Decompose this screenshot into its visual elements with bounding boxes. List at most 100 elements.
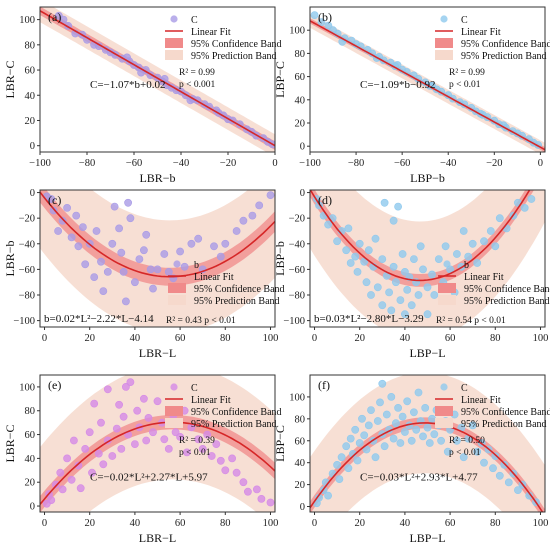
data-point <box>367 291 375 299</box>
plot-area <box>310 190 545 327</box>
data-point <box>434 255 443 263</box>
x-tick-label: −40 <box>173 158 189 169</box>
data-point <box>520 203 529 212</box>
data-point <box>176 247 184 256</box>
x-tick-label: −40 <box>440 158 456 169</box>
data-point <box>430 430 439 439</box>
data-point <box>117 248 126 257</box>
data-point <box>317 18 326 26</box>
y-tick-label: 0 <box>30 141 35 152</box>
stats-label: R² = 0.43 p < 0.01 <box>166 316 236 326</box>
r-squared-label: R² = 0.99 <box>449 68 485 78</box>
data-point <box>160 250 169 258</box>
data-point <box>394 403 402 412</box>
data-point <box>364 246 373 255</box>
data-point <box>495 214 504 223</box>
data-point <box>90 273 99 281</box>
y-tick-label: 80 <box>295 49 306 60</box>
y-tick-label: 80 <box>25 40 36 51</box>
y-tick-label: 0 <box>300 142 305 153</box>
panel-label: (b) <box>318 10 332 24</box>
y-tick-label: 40 <box>295 458 306 469</box>
p-value-label: p < 0.01 <box>179 448 211 458</box>
legend-series-label: C <box>461 15 468 26</box>
data-point <box>110 202 119 211</box>
legend-series-label: C <box>461 383 468 394</box>
fit-equation: b=0.02*L²−2.22*L−4.14 <box>44 313 154 325</box>
data-point <box>389 262 398 271</box>
legend-prediction-swatch <box>165 50 183 60</box>
data-point <box>500 460 509 469</box>
data-point <box>398 412 407 421</box>
r-squared-label: R² = 0.50 <box>449 436 485 446</box>
data-point <box>382 410 391 419</box>
data-point <box>207 452 216 460</box>
data-point <box>153 265 162 274</box>
x-tick-label: 60 <box>445 333 456 344</box>
data-point <box>378 255 387 263</box>
data-point <box>63 454 71 463</box>
data-point <box>257 494 266 503</box>
y-tick-label: 100 <box>289 26 305 37</box>
data-point <box>47 195 56 203</box>
legend-fit-label: Linear Fit <box>461 27 501 38</box>
y-tick-label: −40 <box>19 239 35 250</box>
y-tick-label: 20 <box>295 119 306 130</box>
data-point <box>99 287 108 295</box>
data-point <box>133 406 142 415</box>
data-point <box>355 239 364 248</box>
plot-area <box>310 375 545 512</box>
x-tick-label: 0 <box>42 333 47 344</box>
legend-prediction-swatch <box>435 50 453 60</box>
data-point <box>425 439 434 447</box>
data-point <box>407 436 416 445</box>
data-point <box>51 480 60 489</box>
x-axis-label: LBR−L <box>139 346 176 360</box>
r-squared-label: R² = 0.39 <box>179 436 215 446</box>
data-point <box>198 444 207 453</box>
data-point <box>378 301 387 310</box>
data-point <box>108 239 117 248</box>
data-point <box>85 428 94 437</box>
data-point <box>373 417 382 425</box>
data-point <box>480 458 488 467</box>
data-point <box>337 453 346 462</box>
data-point <box>441 242 450 251</box>
panel-label: (a) <box>48 10 61 24</box>
x-tick-label: −20 <box>220 158 236 169</box>
data-point <box>396 439 405 447</box>
data-point <box>126 378 135 386</box>
data-point <box>97 418 105 427</box>
panel-label: (d) <box>318 193 332 207</box>
data-point <box>473 447 482 456</box>
legend-confidence-label: 95% Confidence Band <box>461 407 550 418</box>
data-point <box>400 428 409 436</box>
data-point <box>79 223 87 231</box>
data-point <box>324 21 333 30</box>
data-point <box>130 278 139 287</box>
panel-f: 0 20 40 60 80 100 0 20 40 60 80 100 LBP−L LBP−C (f) CLi… <box>273 374 550 545</box>
data-point <box>221 239 230 248</box>
data-point <box>255 201 264 210</box>
data-point <box>468 239 477 248</box>
legend-confidence-swatch <box>438 283 456 293</box>
data-point <box>47 496 56 504</box>
data-point <box>248 211 257 220</box>
y-tick-label: 40 <box>295 95 306 106</box>
y-tick-label: 20 <box>25 116 36 127</box>
data-point <box>182 448 191 457</box>
data-point <box>122 297 130 306</box>
y-tick-label: 0 <box>30 502 35 513</box>
data-point <box>216 456 225 465</box>
x-tick-label: 100 <box>263 333 279 344</box>
p-value-label: p < 0.01 <box>449 80 481 90</box>
data-point <box>335 475 344 483</box>
data-point <box>94 449 103 458</box>
y-tick-label: 20 <box>25 478 36 489</box>
data-point <box>346 259 355 267</box>
data-point <box>117 444 126 453</box>
axes-frame <box>39 189 276 328</box>
legend-confidence-swatch <box>435 406 453 416</box>
legend-marker-icon <box>173 260 181 268</box>
